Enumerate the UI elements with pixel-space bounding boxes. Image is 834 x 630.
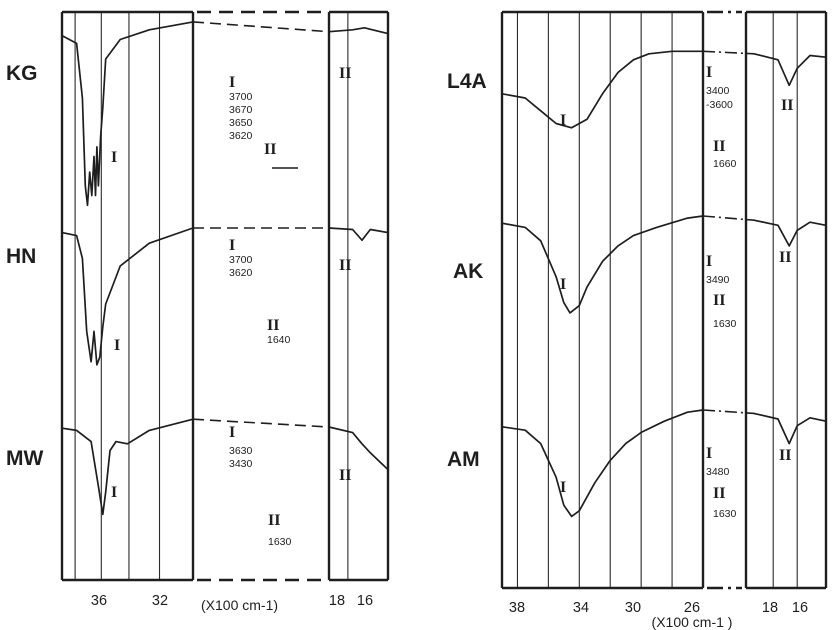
spectrum-line: [753, 52, 827, 87]
x-tick-label: 36: [91, 593, 107, 609]
band-ii-annotation: II: [713, 138, 725, 155]
left-panel: 36 32 18 16(X100 cm-1)KGIIII370036703650362…: [6, 10, 390, 613]
x-tick-label: 26: [684, 600, 700, 616]
band-i-wavenumber: 3480: [706, 466, 730, 478]
spectrum-line: [61, 21, 194, 207]
spectrum-line: [501, 409, 704, 518]
band-i-marker: I: [560, 479, 566, 496]
x-tick-label: 18: [329, 593, 345, 609]
x-axis-unit-label: (X100 cm-1): [201, 597, 278, 613]
sample-label: MW: [6, 447, 43, 470]
spectrum-line: [501, 215, 704, 314]
spectrum-gap-line: [702, 409, 755, 415]
band-i-marker: I: [111, 484, 117, 501]
spectrum-line: [328, 26, 389, 35]
band-ii-marker: II: [779, 249, 791, 266]
band-i-wavenumber: 3430: [229, 458, 253, 470]
band-i-wavenumber: 3620: [229, 267, 253, 279]
x-tick-label: 32: [152, 593, 168, 609]
band-i-wavenumber: 3650: [229, 117, 253, 129]
band-i-wavenumber: 3490: [706, 274, 730, 286]
band-ii-wavenumber: 1640: [267, 334, 291, 346]
band-i-annotation: I: [706, 445, 712, 462]
band-i-wavenumber: 3400: [706, 85, 730, 97]
x-tick-label: 18: [762, 600, 778, 616]
spectrum-line: [753, 219, 827, 247]
band-i-wavenumber: 3630: [229, 445, 253, 457]
band-i-wavenumber: 3670: [229, 104, 253, 116]
band-i-annotation: I: [229, 74, 235, 91]
x-tick-label: 38: [509, 600, 525, 616]
band-ii-marker: II: [339, 467, 351, 484]
band-ii-marker: II: [781, 97, 793, 114]
band-ii-annotation: II: [713, 292, 725, 309]
band-i-annotation: I: [229, 237, 235, 254]
band-i-wavenumber: 3700: [229, 254, 253, 266]
band-i-annotation: I: [229, 424, 235, 441]
x-tick-label: 30: [625, 600, 641, 616]
band-i-annotation: I: [706, 64, 712, 81]
x-tick-label: 16: [792, 600, 808, 616]
sample-label: AK: [453, 260, 483, 283]
sample-label: HN: [6, 245, 36, 268]
band-i-annotation: I: [706, 253, 712, 270]
sample-label: L4A: [447, 70, 487, 93]
band-i-marker: I: [111, 149, 117, 166]
band-i-marker: I: [560, 276, 566, 293]
spectrum-gap-line: [702, 50, 755, 55]
sample-label: KG: [6, 62, 38, 85]
spectrum-gap-line: [192, 21, 330, 33]
band-i-wavenumber: 3700: [229, 91, 253, 103]
spectrum-gap-line: [702, 215, 755, 221]
spectrum-line: [61, 418, 194, 516]
spectrum-line: [753, 412, 827, 445]
band-ii-marker: II: [339, 65, 351, 82]
x-axis-unit-label: (X100 cm-1 ): [652, 614, 733, 630]
band-ii-annotation: II: [268, 512, 280, 529]
spectrum-line: [328, 426, 389, 471]
band-ii-wavenumber: 1630: [268, 536, 292, 548]
band-ii-wavenumber: 1630: [713, 508, 737, 520]
band-ii-marker: II: [339, 257, 351, 274]
spectrum-line: [61, 227, 194, 366]
sample-label: AM: [447, 448, 480, 471]
band-ii-wavenumber: 1630: [713, 318, 737, 330]
band-ii-marker: II: [779, 447, 791, 464]
x-tick-label: 16: [357, 593, 373, 609]
x-tick-label: 34: [573, 600, 589, 616]
spectrum-line: [328, 227, 389, 242]
right-panel: 38 34 30 26 18 16(X100 cm-1 )L4AIIII3400-3600…: [447, 10, 828, 630]
left-panel-frame: [60, 10, 390, 582]
band-i-marker: I: [560, 112, 566, 129]
band-i-marker: I: [114, 337, 120, 354]
band-ii-annotation: II: [267, 317, 279, 334]
band-ii-wavenumber: 1660: [713, 158, 737, 170]
spectrum-line: [501, 50, 704, 129]
band-i-wavenumber: 3620: [229, 130, 253, 142]
right-panel-frame: [500, 10, 828, 590]
spectrum-gap-line: [192, 418, 330, 428]
band-ii-annotation: II: [264, 141, 276, 158]
band-i-wavenumber: -3600: [706, 99, 733, 111]
band-ii-annotation: II: [713, 485, 725, 502]
